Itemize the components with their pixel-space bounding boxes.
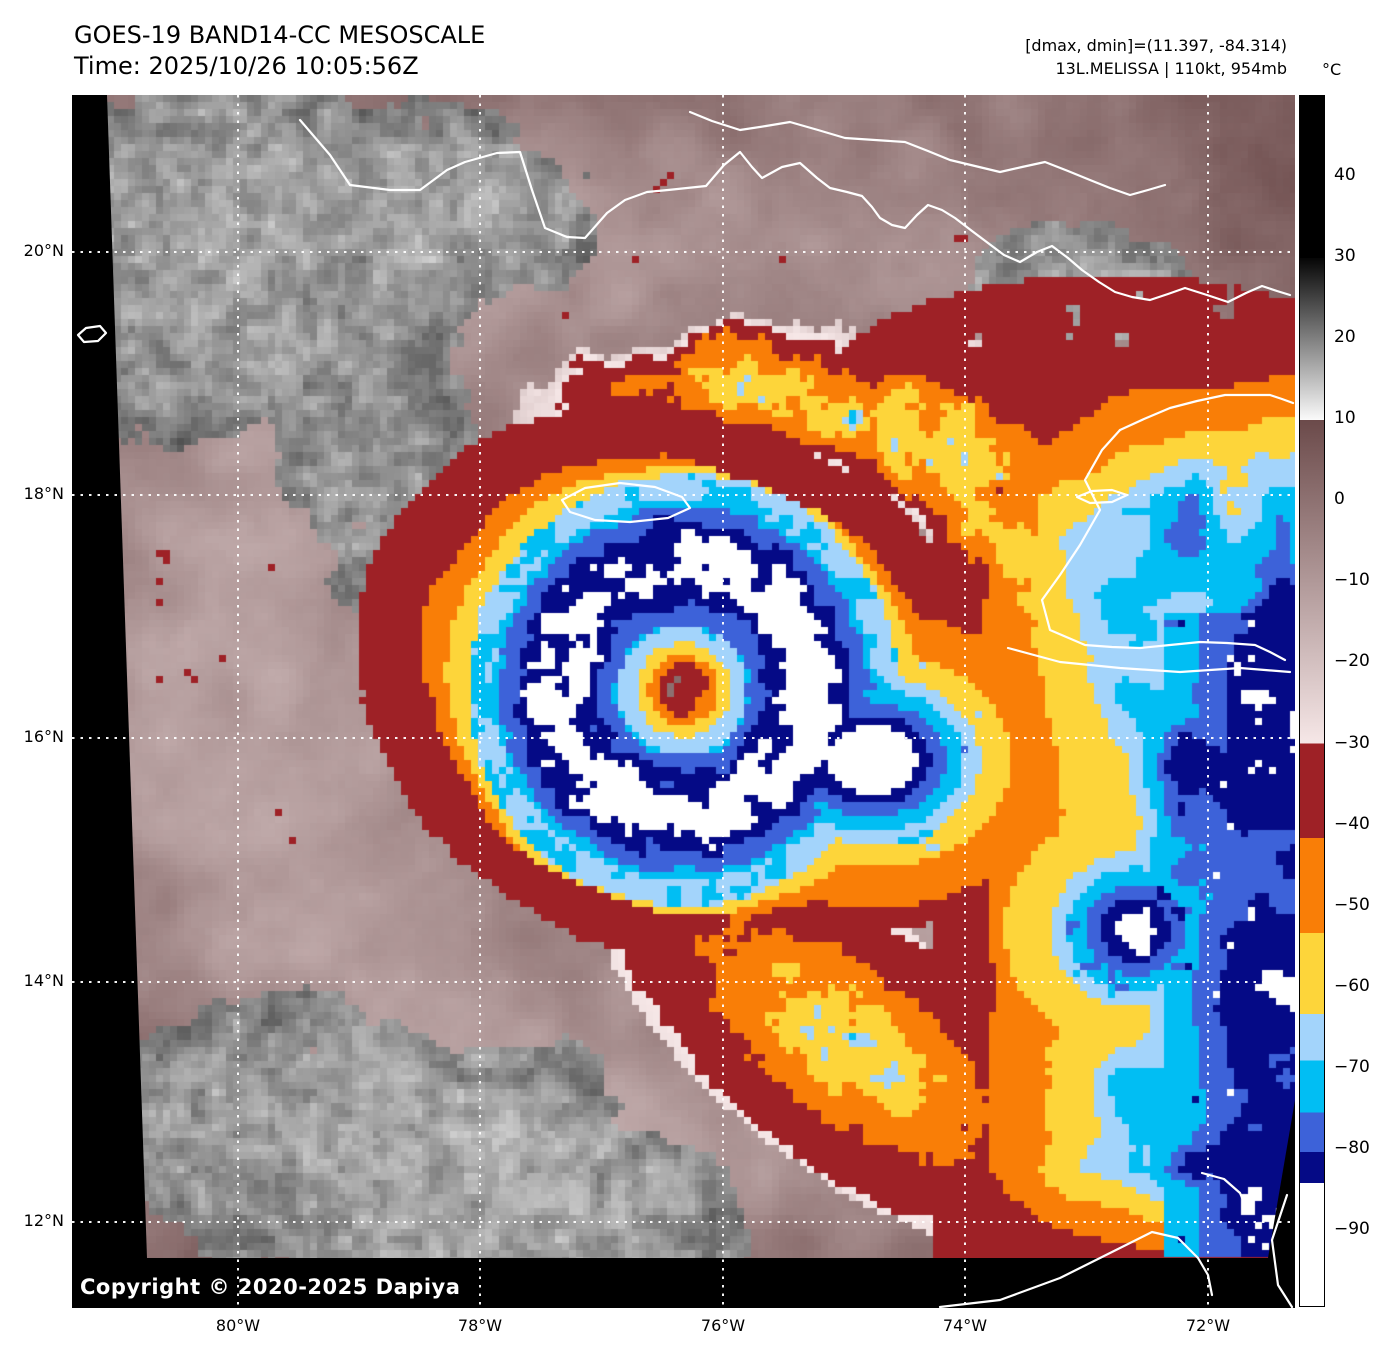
colorbar-tick-label: −90 xyxy=(1334,1218,1370,1239)
coastline-jamaica xyxy=(560,481,692,524)
lat-tick-label-12n: 12°N xyxy=(23,1211,64,1230)
colorbar-tick-label: −10 xyxy=(1334,570,1370,591)
colorbar-tick-label: −40 xyxy=(1334,813,1370,834)
colorbar xyxy=(1299,95,1325,1307)
coastline-hispaniola-south xyxy=(1006,646,1292,674)
colorbar-tick-label: −80 xyxy=(1334,1137,1370,1158)
colorbar-tick-label: 0 xyxy=(1334,489,1345,510)
coastline-hispaniola-west xyxy=(1040,428,1287,662)
colorbar-tick-label: −30 xyxy=(1334,732,1370,753)
colorbar-tick-label: 30 xyxy=(1334,246,1356,267)
coastline-guajira xyxy=(1200,1171,1248,1209)
satellite-imagery-canvas xyxy=(107,95,1295,1258)
coastline-cuba-south xyxy=(298,118,1292,304)
graticule-gridlines xyxy=(72,95,1295,1308)
map-overlay-svg xyxy=(72,95,1295,1308)
coastline-south-america-east xyxy=(1270,1193,1294,1308)
colorbar-tick-label: −70 xyxy=(1334,1056,1370,1077)
lat-tick-label-16n: 16°N xyxy=(23,727,64,746)
title-block: GOES-19 BAND14-CC MESOSCALE Time: 2025/1… xyxy=(74,20,485,82)
product-time: Time: 2025/10/26 10:05:56Z xyxy=(74,52,419,80)
coastline-cuba-north xyxy=(688,110,1167,197)
copyright-label: Copyright © 2020-2025 Dapiya xyxy=(80,1275,461,1299)
colorbar-tick-label: 20 xyxy=(1334,327,1356,348)
lat-tick-label-18n: 18°N xyxy=(23,484,64,503)
lat-tick-label-14n: 14°N xyxy=(23,971,64,990)
colorbar-tick-label: 10 xyxy=(1334,408,1356,429)
meta-block: [dmax, dmin]=(11.397, -84.314) 13L.MELIS… xyxy=(1025,34,1287,80)
coastline-grand-cayman xyxy=(76,324,108,344)
colorbar-tick-label: −50 xyxy=(1334,894,1370,915)
lon-tick-label-76w: 76°W xyxy=(700,1316,746,1335)
lon-tick-label-72w: 72°W xyxy=(1185,1316,1231,1335)
dmax-dmin-readout: [dmax, dmin]=(11.397, -84.314) xyxy=(1025,36,1287,55)
coastlines xyxy=(76,110,1295,1308)
lon-tick-label-78w: 78°W xyxy=(457,1316,503,1335)
coastline-hispaniola-north xyxy=(1118,393,1295,432)
colorbar-tick-label: 40 xyxy=(1334,165,1356,186)
storm-status-readout: 13L.MELISSA | 110kt, 954mb xyxy=(1055,59,1287,78)
coastline-tortuga-island xyxy=(1075,488,1129,505)
colorbar-tick-label: −60 xyxy=(1334,975,1370,996)
coastline-south-america xyxy=(938,1230,1214,1308)
colorbar-tick-label: −20 xyxy=(1334,651,1370,672)
lon-tick-label-80w: 80°W xyxy=(215,1316,261,1335)
map-frame: Copyright © 2020-2025 Dapiya xyxy=(72,95,1295,1308)
lon-tick-label-74w: 74°W xyxy=(942,1316,988,1335)
lat-tick-label-20n: 20°N xyxy=(23,241,64,260)
colorbar-unit-label: °C xyxy=(1322,60,1342,79)
product-title: GOES-19 BAND14-CC MESOSCALE xyxy=(74,21,486,49)
